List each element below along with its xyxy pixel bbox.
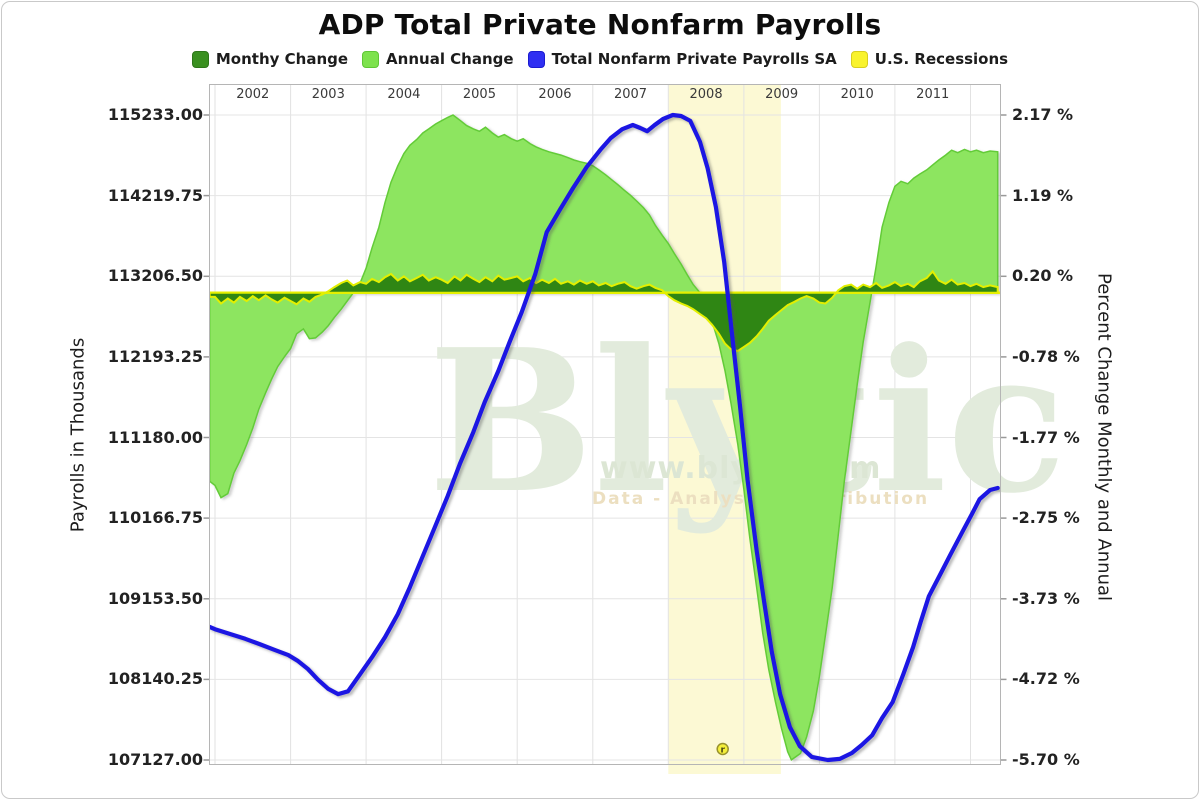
left-tick-label: 111180.00 — [107, 427, 203, 447]
year-label-2003: 2003 — [311, 87, 345, 102]
legend-item-u-s-recessions[interactable]: U.S. Recessions — [850, 50, 1009, 68]
right-tick-label: 0.20 % — [1012, 266, 1074, 286]
annual-change-area — [209, 114, 999, 762]
left-tick-label: 112193.25 — [107, 346, 203, 366]
legend-item-monthy-change[interactable]: Monthy Change — [191, 50, 349, 68]
left-tick-label: 108140.25 — [107, 669, 203, 689]
year-label-2011: 2011 — [916, 87, 950, 102]
legend-label: Annual Change — [386, 50, 514, 68]
left-tick-label: 115233.00 — [107, 105, 203, 124]
legend-item-annual-change[interactable]: Annual Change — [362, 50, 514, 68]
year-label-2006: 2006 — [538, 87, 572, 102]
left-tick-label: 114219.75 — [107, 185, 203, 205]
year-label-2004: 2004 — [387, 87, 421, 102]
year-label-2007: 2007 — [613, 87, 648, 102]
right-tick-label: -4.72 % — [1012, 669, 1080, 689]
right-tick-label: -0.78 % — [1012, 346, 1080, 366]
right-axis-title: Percent Change Monthly and Annual — [1093, 272, 1115, 602]
recession-annotation-marker[interactable]: r — [716, 742, 729, 756]
plot-border-and-marker: r — [209, 84, 1001, 765]
right-tick-label: -2.75 % — [1012, 508, 1080, 528]
year-label-2002: 2002 — [236, 87, 270, 102]
year-label-2008: 2008 — [689, 87, 723, 102]
left-tick-label: 107127.00 — [107, 750, 203, 769]
payrolls-line — [209, 112, 1000, 763]
right-tick-label: -3.73 % — [1012, 588, 1080, 608]
legend-swatch — [850, 50, 868, 68]
left-tick-label: 113206.50 — [107, 266, 203, 286]
right-tick-label: -1.77 % — [1012, 427, 1080, 447]
year-label-2009: 2009 — [765, 87, 799, 102]
year-label-2010: 2010 — [840, 87, 874, 102]
legend-item-total-nonfarm-private-payrolls-sa[interactable]: Total Nonfarm Private Payrolls SA — [527, 50, 837, 68]
right-tick-label: -5.70 % — [1012, 750, 1080, 769]
right-tick-label: 2.17 % — [1012, 105, 1074, 124]
legend-label: U.S. Recessions — [874, 50, 1009, 68]
legend-label: Total Nonfarm Private Payrolls SA — [551, 50, 837, 68]
chart-series — [209, 112, 1001, 763]
left-tick-label: 109153.50 — [107, 588, 203, 608]
year-label-2005: 2005 — [462, 87, 496, 102]
chart-title: ADP Total Private Nonfarm Payrolls — [318, 8, 882, 41]
left-tick-label: 110166.75 — [107, 508, 203, 528]
right-tick-label: 1.19 % — [1012, 185, 1074, 205]
legend-swatch — [362, 50, 380, 68]
left-axis-title: Payrolls in Thousands — [67, 337, 89, 533]
legend-swatch — [527, 50, 545, 68]
legend-label: Monthy Change — [215, 50, 349, 68]
svg-text:r: r — [720, 746, 725, 756]
legend: Monthy Change Annual Change Total Nonfarm … — [0, 50, 1200, 68]
monthly-change-area — [209, 269, 999, 353]
legend-swatch — [191, 50, 209, 68]
